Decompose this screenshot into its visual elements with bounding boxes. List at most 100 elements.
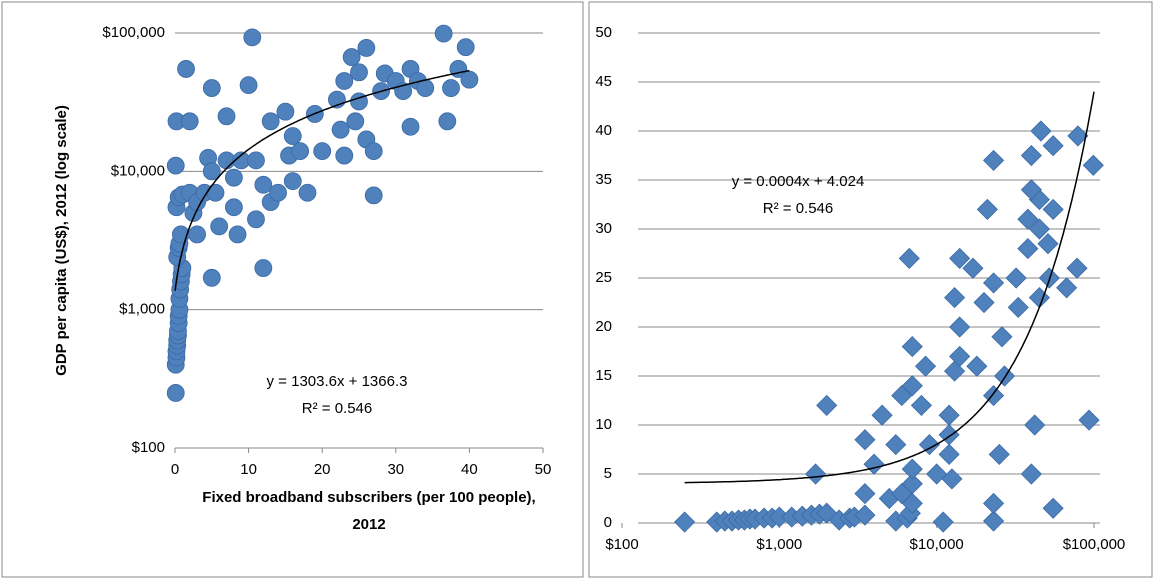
- point: [217, 107, 236, 126]
- point: [898, 247, 920, 269]
- point: [239, 76, 258, 95]
- point: [342, 48, 361, 66]
- x-tick-label: 0: [171, 461, 179, 478]
- trendline-equation: y = 0.0004x + 4.024: [732, 173, 865, 190]
- point: [983, 510, 1005, 532]
- point: [1037, 233, 1059, 255]
- point: [166, 156, 185, 175]
- point: [1066, 257, 1088, 279]
- point: [335, 72, 354, 90]
- point: [202, 79, 221, 97]
- point: [298, 183, 317, 202]
- point: [901, 473, 923, 495]
- x-tick-label: 10: [240, 461, 257, 478]
- y-tick-label: 10: [595, 416, 612, 433]
- y-tick-label: 35: [595, 171, 612, 188]
- point: [210, 217, 229, 236]
- trendline: [174, 69, 470, 292]
- y-tick-label: 15: [595, 367, 612, 384]
- y-axis-title: GDP per capita (US$), 2012 (log scale): [53, 105, 70, 376]
- point: [434, 24, 453, 43]
- y-tick-label: $10,000: [111, 162, 165, 179]
- y-tick-label: 20: [595, 318, 612, 335]
- point: [926, 463, 948, 485]
- point: [854, 429, 876, 451]
- point: [177, 60, 195, 78]
- point: [976, 198, 998, 220]
- point: [283, 127, 302, 145]
- point: [254, 175, 273, 194]
- point: [276, 102, 295, 121]
- point: [871, 404, 893, 426]
- point: [269, 183, 287, 202]
- point: [1005, 267, 1027, 289]
- point: [364, 142, 383, 161]
- point: [202, 162, 221, 181]
- point: [1042, 497, 1064, 519]
- point: [805, 463, 827, 485]
- point: [357, 39, 376, 57]
- point: [962, 257, 984, 279]
- point: [901, 336, 923, 358]
- point: [1017, 208, 1039, 230]
- point: [899, 502, 921, 524]
- point: [1007, 296, 1029, 318]
- point: [674, 511, 696, 533]
- point: [364, 186, 383, 205]
- point: [350, 63, 368, 82]
- point: [1082, 154, 1104, 176]
- y-tick-label: $100,000: [102, 24, 165, 41]
- point: [918, 434, 941, 456]
- y-tick-label: 25: [595, 269, 612, 286]
- point: [966, 355, 988, 377]
- point: [1042, 135, 1064, 157]
- point: [914, 355, 937, 377]
- x-tick-label: $100,000: [1063, 536, 1126, 553]
- point: [885, 434, 907, 456]
- point: [254, 259, 273, 277]
- point: [202, 268, 221, 287]
- point: [1020, 179, 1042, 201]
- x-axis-title: 2012: [352, 516, 385, 533]
- point: [816, 394, 838, 416]
- y-tick-label: 0: [604, 514, 612, 531]
- y-tick-label: 45: [595, 73, 612, 90]
- point: [442, 79, 460, 97]
- left-panel: [1, 1, 584, 578]
- point: [346, 112, 365, 131]
- point: [949, 345, 971, 367]
- trendline: [684, 91, 1095, 484]
- x-tick-label: $100: [605, 536, 638, 553]
- x-tick-label: 50: [535, 461, 552, 478]
- point: [1042, 198, 1064, 220]
- x-tick-label: 30: [387, 461, 404, 478]
- point: [1020, 463, 1042, 485]
- y-tick-label: $100: [132, 439, 165, 456]
- point: [991, 326, 1013, 348]
- point: [932, 511, 954, 533]
- right-panel: [588, 1, 1153, 578]
- point: [901, 375, 923, 397]
- point: [863, 453, 885, 475]
- point: [1024, 414, 1046, 436]
- point: [261, 112, 280, 131]
- point: [206, 183, 225, 202]
- point: [983, 492, 1005, 514]
- point: [188, 225, 206, 244]
- point: [1017, 238, 1039, 260]
- point: [938, 443, 960, 465]
- point: [993, 365, 1016, 387]
- point: [910, 394, 932, 416]
- point: [283, 172, 302, 190]
- point: [944, 287, 966, 309]
- point: [854, 504, 876, 526]
- point: [1078, 409, 1100, 431]
- point: [1067, 125, 1089, 147]
- point: [224, 198, 243, 217]
- point: [949, 316, 971, 338]
- point: [456, 38, 475, 57]
- y-tick-label: 5: [604, 465, 612, 482]
- point: [247, 210, 265, 229]
- x-tick-label: 20: [314, 461, 331, 478]
- point: [247, 151, 265, 170]
